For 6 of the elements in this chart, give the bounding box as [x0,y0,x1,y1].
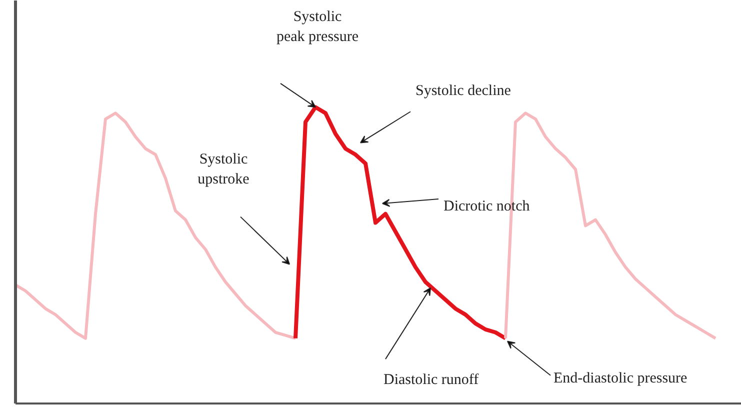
annotation: Systolic upstroke [198,151,250,188]
annotation: End-diastolic pressure [554,370,688,386]
annotation: Diastolic runoff [384,372,479,388]
annotation: Dicrotic notch [444,198,530,214]
text: Systolic decline [416,82,512,99]
text: Systolic peak pressure [276,9,359,46]
